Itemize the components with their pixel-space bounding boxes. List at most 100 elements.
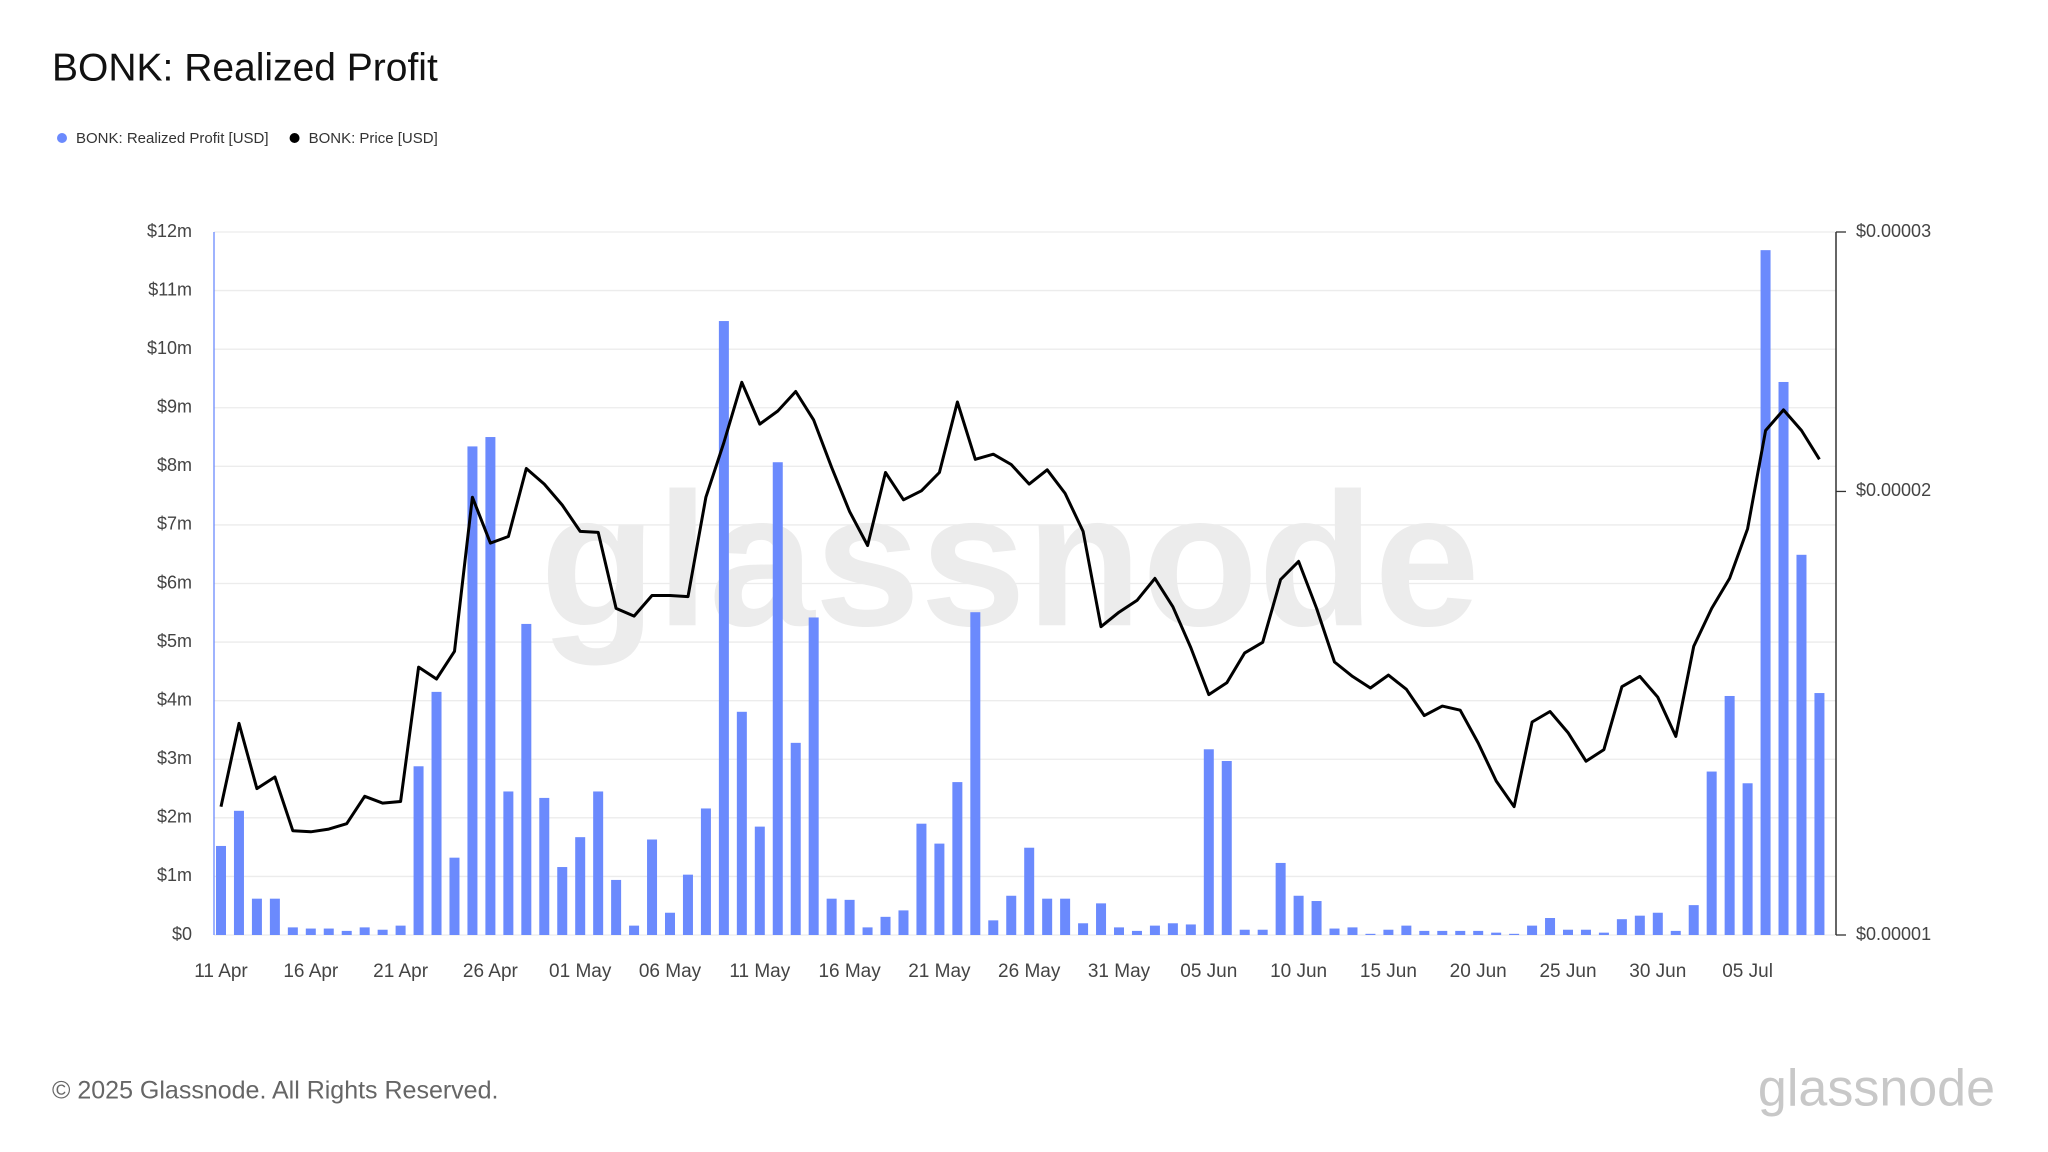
bar [1078, 923, 1089, 935]
bar [1131, 930, 1142, 935]
bar [1598, 932, 1609, 935]
bar [898, 910, 909, 935]
y-tick-label: $3m [157, 748, 192, 768]
bar [611, 879, 622, 935]
bar [1329, 928, 1340, 935]
bar [1167, 923, 1178, 935]
bar [1149, 925, 1160, 935]
bar [1383, 929, 1394, 935]
bar [1580, 929, 1591, 935]
chart-title: BONK: Realized Profit [52, 46, 438, 89]
bar [1473, 930, 1484, 935]
bar [269, 898, 280, 935]
bar [682, 874, 693, 935]
bar [287, 927, 298, 935]
y-tick-label: $6m [157, 572, 192, 592]
x-tick-label: 01 May [549, 961, 612, 982]
bar [1185, 924, 1196, 935]
bar [629, 925, 640, 935]
bar [772, 462, 783, 935]
bar [1042, 898, 1053, 935]
bar [988, 920, 999, 935]
x-tick-label: 26 May [998, 961, 1061, 982]
x-tick-label: 25 Jun [1539, 961, 1596, 982]
x-tick-label: 21 May [908, 961, 971, 982]
y2-tick-label: $0.00003 [1856, 221, 1931, 241]
bar [503, 791, 514, 935]
bar [575, 837, 586, 935]
bar [736, 711, 747, 935]
copyright: © 2025 Glassnode. All Rights Reserved. [52, 1077, 498, 1105]
y2-tick-label: $0.00002 [1856, 480, 1931, 500]
bar [1096, 903, 1107, 935]
bar [718, 321, 729, 936]
x-tick-label: 05 Jun [1180, 961, 1237, 982]
bar [700, 808, 711, 935]
bar [952, 782, 963, 935]
y-tick-label: $9m [157, 397, 192, 417]
bar [485, 437, 496, 935]
price-line [219, 380, 1821, 834]
bar [1401, 925, 1412, 935]
bar [377, 929, 388, 935]
watermark: glassnode [540, 454, 1480, 666]
bar [1724, 695, 1735, 935]
bar [808, 617, 819, 935]
bar [1257, 929, 1268, 935]
bar [341, 930, 352, 935]
y-tick-label: $10m [147, 338, 192, 358]
bar [1365, 933, 1376, 935]
bar [1563, 929, 1573, 935]
bar [1652, 912, 1663, 935]
bar [1491, 932, 1502, 935]
bar [467, 446, 478, 935]
bar [216, 845, 226, 935]
bar [1778, 381, 1789, 935]
bar [1239, 929, 1250, 935]
bar [1419, 930, 1430, 935]
y-tick-label: $4m [157, 689, 192, 709]
bar [593, 791, 604, 935]
plot: $0 $1m $2m $3m $4m $5m $6m $7m $8m $9m $10m $11m $12… [57, 130, 1931, 982]
bar [1742, 783, 1753, 935]
x-tick-label: 31 May [1088, 961, 1151, 982]
bar [1311, 901, 1322, 935]
x-tick-label: 16 Apr [283, 961, 339, 982]
y-tick-label: $8m [157, 455, 192, 475]
bar [1347, 927, 1358, 935]
bar [880, 916, 891, 935]
logo: glassnode [1758, 1060, 1995, 1118]
y-tick-label: $1m [157, 865, 192, 885]
bar [1706, 771, 1717, 935]
y-tick-label: $5m [157, 631, 192, 651]
bar [233, 810, 244, 935]
bar [1760, 250, 1771, 935]
bar [826, 898, 837, 935]
x-tick-label: 10 Jun [1270, 961, 1327, 982]
bar [970, 612, 981, 935]
bar [539, 797, 550, 935]
bar [1814, 693, 1825, 935]
bar [1455, 930, 1466, 935]
bar [665, 912, 675, 935]
legend-label: BONK: Price [USD] [309, 130, 438, 147]
bar [1203, 749, 1214, 935]
legend-marker [57, 133, 67, 143]
bar [1024, 847, 1035, 935]
x-tick-label: 30 Jun [1629, 961, 1686, 982]
x-tick-label: 15 Jun [1360, 961, 1417, 982]
y2-tick-label: $0.00001 [1856, 924, 1931, 944]
bar [1527, 925, 1538, 935]
y-tick-label: $11m [148, 279, 192, 299]
bar [916, 823, 927, 935]
y-tick-label: $0 [172, 924, 192, 944]
bar [790, 742, 801, 935]
bar [449, 857, 460, 935]
bar [1006, 895, 1017, 935]
bar [413, 766, 424, 935]
x-tick-label: 21 Apr [373, 961, 429, 982]
bar [1634, 915, 1645, 935]
